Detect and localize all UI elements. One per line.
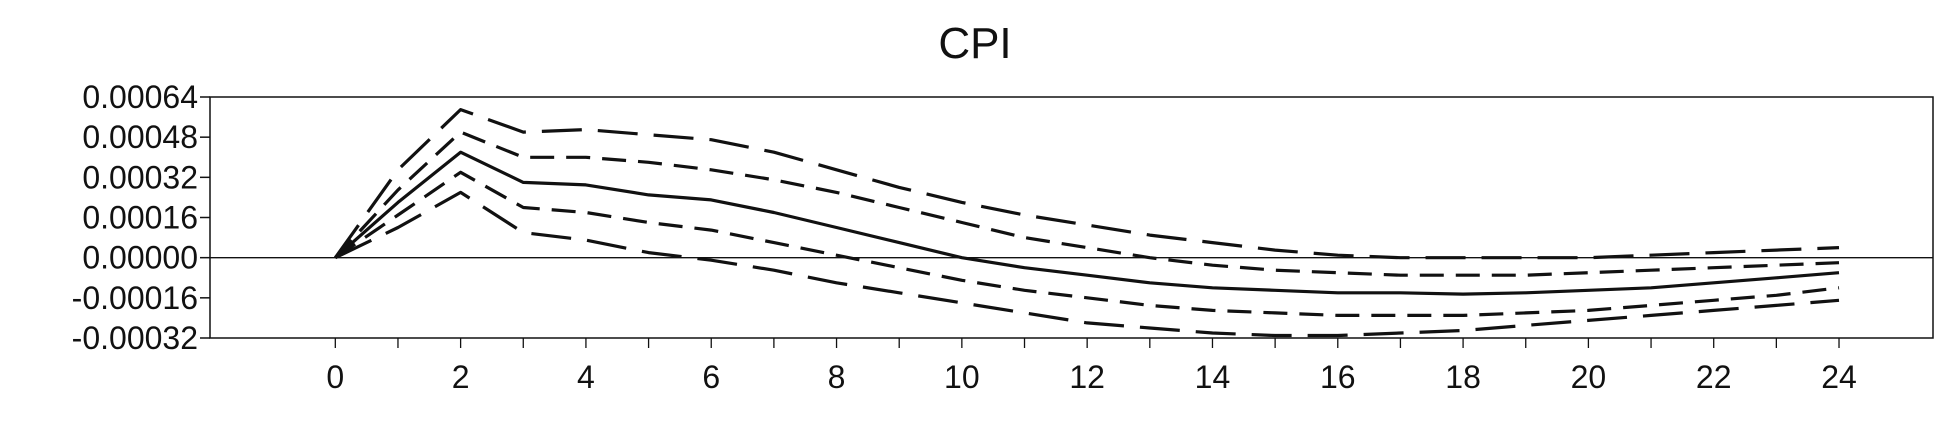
- x-tick-label: 24: [1821, 359, 1857, 395]
- x-tick-label: 0: [326, 359, 344, 395]
- y-tick-label: -0.00016: [72, 280, 198, 316]
- series-line-2: [334, 130, 1840, 277]
- x-tick-label: 16: [1320, 359, 1356, 395]
- x-tick-label: 2: [452, 359, 470, 395]
- x-tick-label: 22: [1696, 359, 1732, 395]
- y-tick-label: -0.00032: [72, 320, 198, 356]
- chart-title: CPI: [938, 19, 1011, 68]
- x-tick-label: 14: [1195, 359, 1231, 395]
- y-tick-label: 0.00032: [82, 159, 198, 195]
- series-line-1: [334, 150, 1840, 296]
- y-tick-label: 0.00000: [82, 240, 198, 276]
- plot-frame: [209, 96, 1934, 339]
- axis-layer: 0.00064 0.00048 0.00032 0.00016 0.00000 -0.00…: [72, 79, 1933, 395]
- x-tick-label: 12: [1069, 359, 1105, 395]
- series-line-5: [334, 190, 1840, 338]
- x-tick-label: 8: [828, 359, 846, 395]
- y-tick-label: 0.00064: [82, 79, 198, 115]
- y-tick-label: 0.00048: [82, 119, 198, 155]
- x-tick-label: 6: [702, 359, 720, 395]
- x-tick-label: 20: [1571, 359, 1607, 395]
- x-tick-label: 4: [577, 359, 595, 395]
- x-tick-label: 10: [944, 359, 980, 395]
- x-tick-label: 18: [1445, 359, 1481, 395]
- series-line-3: [334, 170, 1840, 317]
- series-layer: [333, 107, 1840, 338]
- y-tick-label: 0.00016: [82, 200, 198, 236]
